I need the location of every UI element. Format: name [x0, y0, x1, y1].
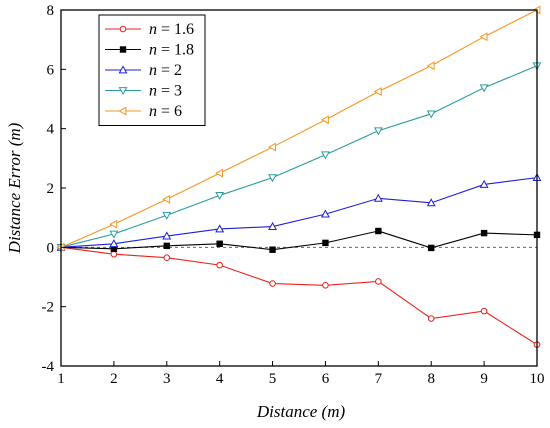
- series-3: [56, 172, 542, 251]
- data-point: [215, 192, 225, 201]
- series-1: [57, 244, 541, 348]
- legend-label: n = 2: [149, 62, 182, 79]
- data-point: [109, 230, 119, 239]
- series-line: [60, 9, 538, 248]
- x-tick-label: 2: [110, 371, 118, 387]
- legend-item: n = 6: [105, 103, 182, 120]
- data-point: [480, 307, 488, 315]
- y-tick-label: 0: [47, 240, 55, 256]
- x-tick-label: 8: [427, 371, 435, 387]
- data-point: [162, 211, 172, 220]
- data-point: [479, 179, 489, 188]
- data-point: [267, 142, 276, 152]
- legend-label: n = 6: [149, 103, 182, 120]
- x-tick-label: 6: [322, 371, 330, 387]
- legend-label: n = 3: [149, 83, 182, 100]
- data-point: [426, 61, 435, 71]
- data-point: [375, 227, 382, 235]
- data-point: [109, 219, 118, 229]
- data-point: [320, 115, 329, 125]
- legend-item: n = 3: [105, 83, 182, 100]
- data-point: [479, 84, 489, 93]
- series-line: [60, 246, 538, 346]
- y-tick-label: 8: [47, 3, 55, 19]
- data-point: [109, 239, 119, 248]
- x-axis-title: Distance (m): [256, 402, 346, 421]
- data-point: [320, 151, 330, 160]
- series-4: [56, 62, 542, 252]
- x-tick-label: 1: [57, 371, 65, 387]
- x-tick-label: 10: [530, 371, 545, 387]
- data-point: [110, 250, 118, 258]
- data-point: [269, 246, 276, 253]
- series-5: [56, 5, 541, 252]
- legend: n = 1.6 n = 1.8 n = 2 n = 3 n = 6: [98, 14, 206, 126]
- legend-marker: [118, 106, 127, 116]
- y-tick-label: 2: [47, 181, 55, 197]
- legend-marker: [119, 25, 127, 33]
- data-point: [163, 242, 170, 250]
- x-tick-label: 9: [480, 371, 488, 387]
- ticks: 1 2 3 4 5 6 7 8 9 10 -4 -2 0 2 4 6 8: [42, 3, 545, 387]
- x-tick-label: 5: [269, 371, 277, 387]
- legend-marker: [118, 87, 128, 96]
- data-point: [162, 231, 172, 240]
- data-point: [269, 280, 276, 287]
- x-tick-label: 4: [216, 371, 224, 387]
- legend-item: n = 2: [105, 62, 182, 79]
- data-point: [426, 198, 436, 207]
- data-point: [373, 87, 382, 97]
- data-point: [216, 261, 223, 269]
- legend-label: n = 1.6: [149, 21, 194, 38]
- series-2: [57, 227, 541, 253]
- data-point: [162, 194, 171, 204]
- data-point: [215, 224, 225, 233]
- y-tick-label: 6: [47, 62, 55, 78]
- data-point: [375, 278, 382, 285]
- legend-item: n = 1.6: [105, 21, 194, 38]
- data-point: [163, 254, 171, 262]
- legend-label: n = 1.8: [149, 42, 194, 59]
- legend-marker: [119, 46, 127, 53]
- y-tick-label: -4: [42, 359, 55, 375]
- series-line: [60, 65, 538, 248]
- x-tick-label: 7: [375, 371, 383, 387]
- y-tick-label: 4: [47, 122, 55, 138]
- data-point: [426, 110, 436, 119]
- data-point: [320, 209, 330, 218]
- y-axis-title: Distance Error (m): [5, 122, 24, 254]
- data-point: [480, 229, 488, 237]
- data-point: [373, 127, 383, 136]
- legend-item: n = 1.8: [105, 42, 194, 59]
- data-point: [268, 221, 278, 230]
- data-point: [428, 244, 435, 252]
- series-line: [60, 230, 538, 251]
- data-point: [373, 193, 383, 202]
- x-tick-label: 3: [163, 371, 171, 387]
- data-point: [322, 239, 329, 247]
- series-line: [60, 177, 538, 248]
- data-point: [215, 168, 224, 178]
- plot-area: [56, 5, 542, 348]
- data-point: [322, 282, 329, 289]
- data-point: [427, 315, 435, 322]
- y-tick-label: -2: [42, 300, 55, 316]
- legend-marker: [118, 65, 128, 74]
- data-point: [216, 240, 223, 247]
- data-point: [268, 174, 278, 183]
- data-point: [479, 32, 488, 42]
